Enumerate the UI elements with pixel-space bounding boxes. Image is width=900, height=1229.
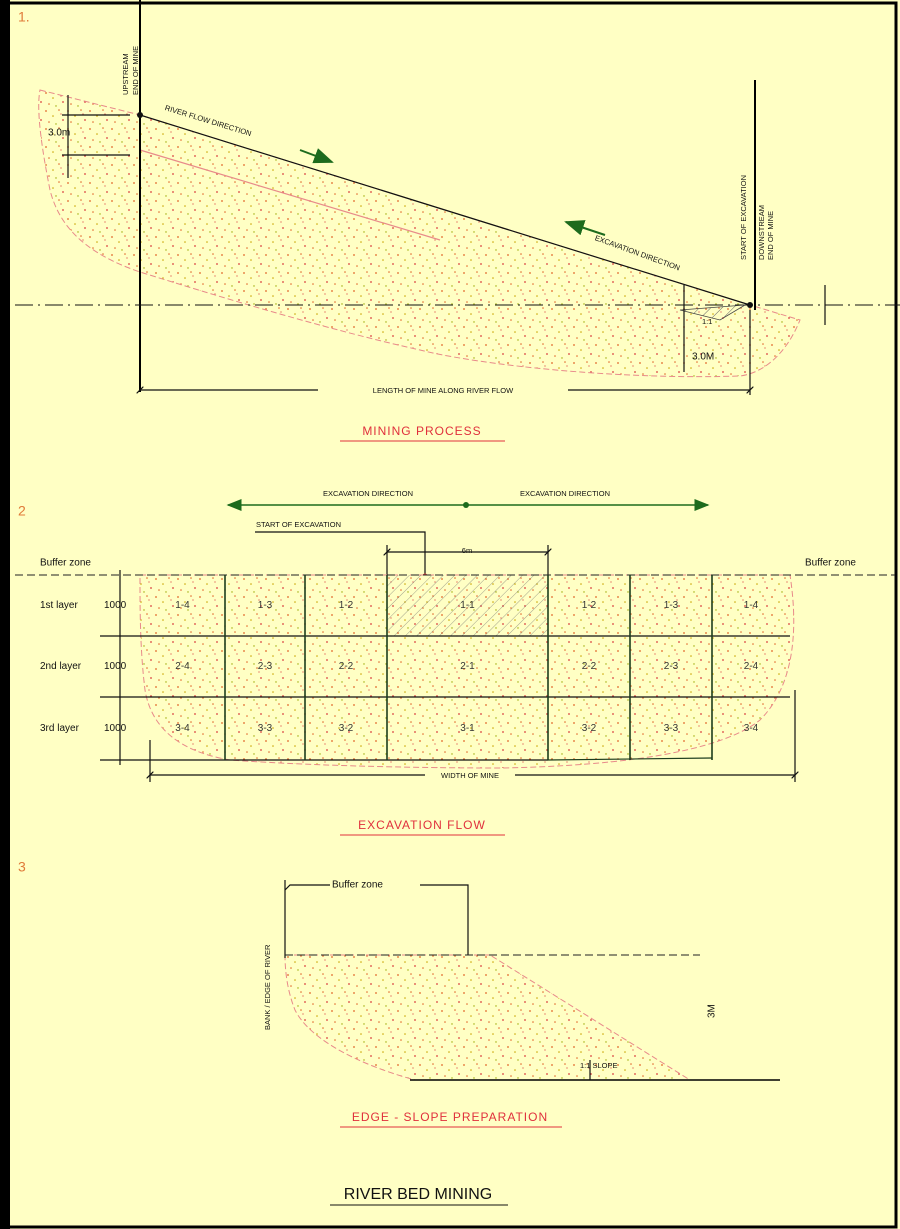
start-leader: [255, 532, 425, 576]
buffer-label: Buffer zone: [40, 558, 91, 569]
width-label: WIDTH OF MINE: [441, 771, 499, 780]
height-label: 3M: [707, 1004, 718, 1018]
upstream-point: [137, 112, 143, 118]
caption: EDGE - SLOPE PREPARATION: [352, 1110, 548, 1124]
depth-label: 3.0M: [692, 352, 714, 363]
cell-label: 2-4: [744, 661, 759, 672]
cell-label: 2-3: [664, 661, 679, 672]
cell-label: 2-2: [339, 661, 354, 672]
spacing-label: 6m: [462, 546, 472, 555]
start-label: START OF EXCAVATION: [256, 520, 341, 529]
cell-label: 1-3: [664, 600, 679, 611]
cell-label: 3-3: [664, 723, 679, 734]
cell-label: 1-2: [582, 600, 597, 611]
upstream-label: END OF MINE: [131, 46, 140, 95]
bank-label: BANK / EDGE OF RIVER: [263, 944, 272, 1030]
downstream-label: DOWNSTREAM: [757, 205, 766, 260]
buffer-label: Buffer zone: [805, 558, 856, 569]
layer-name: 2nd layer: [40, 661, 82, 672]
cell-label: 3-4: [175, 723, 190, 734]
buffer-label: Buffer zone: [332, 880, 383, 891]
flow-arrow: [300, 150, 332, 162]
cell-label: 3-2: [582, 723, 597, 734]
length-label: LENGTH OF MINE ALONG RIVER FLOW: [373, 386, 514, 395]
cell-label: 1-3: [258, 600, 273, 611]
cell-label: 3-3: [258, 723, 273, 734]
section-number: 3: [18, 859, 26, 875]
direction-label: EXCAVATION DIRECTION: [323, 489, 413, 498]
slope-label: 1:1 SLOPE: [580, 1061, 618, 1070]
section-number: 2: [18, 503, 26, 519]
layer-depth: 1000: [104, 723, 127, 734]
cell-label: 2-4: [175, 661, 190, 672]
buffer-dim: [285, 885, 468, 955]
caption: MINING PROCESS: [362, 424, 481, 438]
layer-depth: 1000: [104, 600, 127, 611]
section-number: 1.: [18, 9, 30, 25]
layer-name: 3rd layer: [40, 723, 80, 734]
sand-body: [285, 955, 690, 1080]
slope-label: 1:1: [702, 317, 712, 326]
section-edge-slope: 3 Buffer zone BANK / EDGE OF RIVER 3M 1:…: [18, 859, 780, 1127]
cell-label: 3-1: [460, 723, 475, 734]
cell-label: 1-2: [339, 600, 354, 611]
cell-label: 3-2: [339, 723, 354, 734]
cell-label: 3-4: [744, 723, 759, 734]
cell-label: 2-3: [258, 661, 273, 672]
depth-label: 3.0m: [48, 128, 70, 139]
direction-label: EXCAVATION DIRECTION: [520, 489, 610, 498]
layer-depth: 1000: [104, 661, 127, 672]
cell-label: 1-1: [460, 600, 475, 611]
cell-label: 2-2: [582, 661, 597, 672]
downstream-label: END OF MINE: [766, 211, 775, 260]
cell-label: 1-4: [175, 600, 190, 611]
cell-label: 1-4: [744, 600, 759, 611]
cell-label: 2-1: [460, 661, 475, 672]
section-mining-process: 1. UPSTREAM END OF MINE 3.0m RIVER FLOW …: [15, 0, 900, 441]
upstream-label: UPSTREAM: [121, 53, 130, 95]
direction-origin: [463, 502, 469, 508]
section-excavation-flow: 2 EXCAVATION DIRECTION EXCAVATION DIRECT…: [15, 489, 895, 835]
layer-name: 1st layer: [40, 600, 78, 611]
drawing-title: RIVER BED MINING: [344, 1186, 492, 1203]
excavation-arrow: [566, 222, 605, 235]
start-label: START OF EXCAVATION: [739, 175, 748, 260]
drawing-sheet: 1. UPSTREAM END OF MINE 3.0m RIVER FLOW …: [0, 0, 900, 1229]
caption: EXCAVATION FLOW: [358, 818, 486, 832]
